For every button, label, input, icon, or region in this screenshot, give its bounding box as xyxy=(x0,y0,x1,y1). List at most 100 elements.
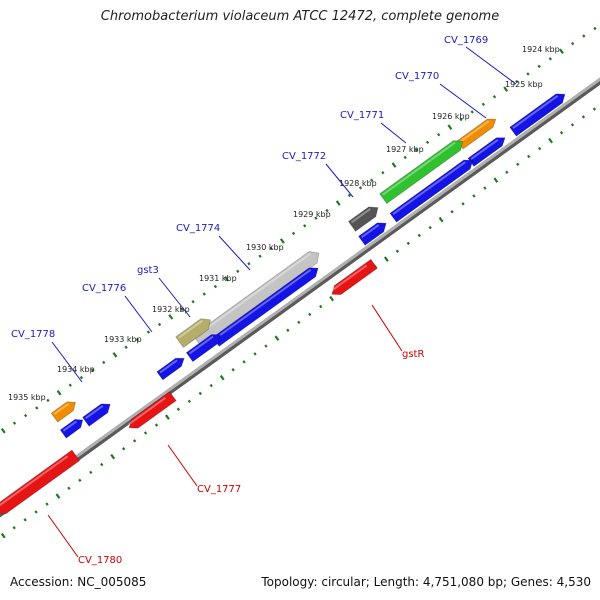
ruler-tick-0-30 xyxy=(335,200,341,206)
gene-feature-highlight-9 xyxy=(178,319,203,339)
tick-label-6: 1930 kbp xyxy=(246,243,284,252)
ruler-tick-0-32 xyxy=(358,186,363,190)
ruler-tick-1-2 xyxy=(23,518,27,522)
gene-label-6[interactable]: CV_1776 xyxy=(82,283,126,294)
ruler-tick-1-42 xyxy=(461,202,465,206)
ruler-tick-1-36 xyxy=(395,249,399,253)
ruler-tick-1-9 xyxy=(100,462,104,467)
ruler-tick-0-31 xyxy=(347,193,352,198)
ruler-tick-1-1 xyxy=(12,526,16,530)
ruler-tick-1-53 xyxy=(581,115,586,119)
ruler-tick-1-30 xyxy=(329,295,335,302)
ruler-tick-1-7 xyxy=(78,478,82,483)
ruler-tick-1-28 xyxy=(308,312,312,317)
ruler-tick-0-15 xyxy=(168,314,174,320)
gene-label-9[interactable]: CV_1777 xyxy=(197,484,241,495)
label-leader-5 xyxy=(158,277,191,318)
ruler-tick-0-27 xyxy=(303,224,307,228)
gene-feature-1[interactable] xyxy=(456,115,499,150)
gene-feature-2[interactable] xyxy=(467,134,508,167)
gene-feature-17[interactable] xyxy=(0,449,81,518)
genome-title: Chromobacterium violaceum ATCC 12472, co… xyxy=(100,9,500,24)
ruler-tick-1-21 xyxy=(231,368,235,372)
gene-feature-highlight-14 xyxy=(62,420,77,432)
ruler-tick-0-19 xyxy=(213,284,218,289)
gene-feature-10[interactable] xyxy=(185,330,223,363)
gene-feature-16[interactable] xyxy=(126,391,177,433)
gene-feature-shape-8 xyxy=(212,267,319,347)
ruler-tick-1-24 xyxy=(264,344,268,348)
gene-label-0[interactable]: CV_1769 xyxy=(444,35,488,46)
gene-feature-0[interactable] xyxy=(509,90,568,137)
gene-feature-14[interactable] xyxy=(59,416,85,439)
ruler-tick-1-16 xyxy=(176,407,181,411)
ruler-tick-1-44 xyxy=(483,186,487,190)
gene-feature-11[interactable] xyxy=(156,354,187,381)
ruler-tick-1-4 xyxy=(45,502,49,506)
gene-feature-highlight-15 xyxy=(331,264,368,292)
backbone-shadow xyxy=(0,77,600,518)
ruler-tick-0-1 xyxy=(12,421,17,425)
gene-label-3[interactable]: CV_1772 xyxy=(282,151,326,162)
ruler-tick-1-6 xyxy=(67,486,71,490)
ruler-tick-0-45 xyxy=(503,86,509,92)
gene-feature-4[interactable] xyxy=(389,156,476,223)
gene-feature-3[interactable] xyxy=(379,136,467,205)
gene-feature-shape-3 xyxy=(379,140,464,205)
ruler-tick-0-3 xyxy=(35,406,39,410)
gene-feature-5[interactable] xyxy=(347,203,382,232)
gene-feature-12[interactable] xyxy=(50,398,79,423)
ruler-tick-1-25 xyxy=(274,335,280,341)
genome-summary: Topology: circular; Length: 4,751,080 bp… xyxy=(261,575,591,589)
gene-feature-15[interactable] xyxy=(329,258,378,298)
ruler-tick-0-8 xyxy=(90,368,95,372)
gene-feature-shape-13 xyxy=(82,403,111,427)
ruler-tick-0-24 xyxy=(269,246,273,251)
tick-label-7: 1931 kbp xyxy=(199,274,237,283)
label-leader-2 xyxy=(380,122,407,144)
gene-label-1[interactable]: CV_1770 xyxy=(395,71,439,82)
gene-feature-highlight-12 xyxy=(53,402,70,415)
gene-feature-6[interactable] xyxy=(358,219,390,246)
tick-label-11: 1935 kbp xyxy=(8,393,46,402)
ruler-tick-0-22 xyxy=(247,262,251,266)
ruler-tick-0-43 xyxy=(481,102,485,107)
label-leader-7 xyxy=(51,341,83,383)
ruler-tick-0-51 xyxy=(570,41,575,46)
ruler-tick-0-46 xyxy=(515,79,519,84)
tick-label-5: 1929 kbp xyxy=(293,210,331,219)
gene-feature-highlight-0 xyxy=(512,95,559,129)
gene-label-4[interactable]: CV_1774 xyxy=(176,223,220,234)
ruler-tick-1-12 xyxy=(132,439,137,443)
ruler-tick-0-49 xyxy=(548,57,552,61)
gene-label-2[interactable]: CV_1771 xyxy=(340,110,384,121)
gene-feature-highlight-4 xyxy=(392,161,466,215)
gene-feature-shape-12 xyxy=(50,401,77,423)
label-leader-4 xyxy=(218,235,251,271)
gene-feature-shape-0 xyxy=(509,93,566,137)
gene-label-10[interactable]: CV_1780 xyxy=(78,555,122,566)
ruler-tick-1-37 xyxy=(406,241,410,246)
ruler-tick-0-5 xyxy=(56,390,62,396)
ruler-tick-1-29 xyxy=(319,304,323,309)
tick-label-1: 1925 kbp xyxy=(505,80,543,89)
gene-label-8[interactable]: gstR xyxy=(402,349,424,360)
ruler-tick-1-13 xyxy=(143,431,148,435)
gene-feature-shape-14 xyxy=(59,419,84,439)
ruler-tick-1-10 xyxy=(110,453,116,460)
label-leader-0 xyxy=(465,46,517,85)
gene-feature-8[interactable] xyxy=(212,264,322,347)
ruler-tick-0-52 xyxy=(582,34,586,38)
label-leader-3 xyxy=(325,163,354,198)
label-leader-10 xyxy=(47,514,79,558)
gene-label-5[interactable]: gst3 xyxy=(137,265,159,276)
ruler-tick-1-20 xyxy=(219,374,225,381)
gene-feature-9[interactable] xyxy=(175,315,214,348)
ruler-tick-0-34 xyxy=(381,170,385,175)
ruler-tick-0-48 xyxy=(537,64,541,69)
ruler-tick-0-14 xyxy=(157,322,162,327)
gene-label-7[interactable]: CV_1778 xyxy=(11,329,55,340)
gene-feature-13[interactable] xyxy=(82,400,114,427)
